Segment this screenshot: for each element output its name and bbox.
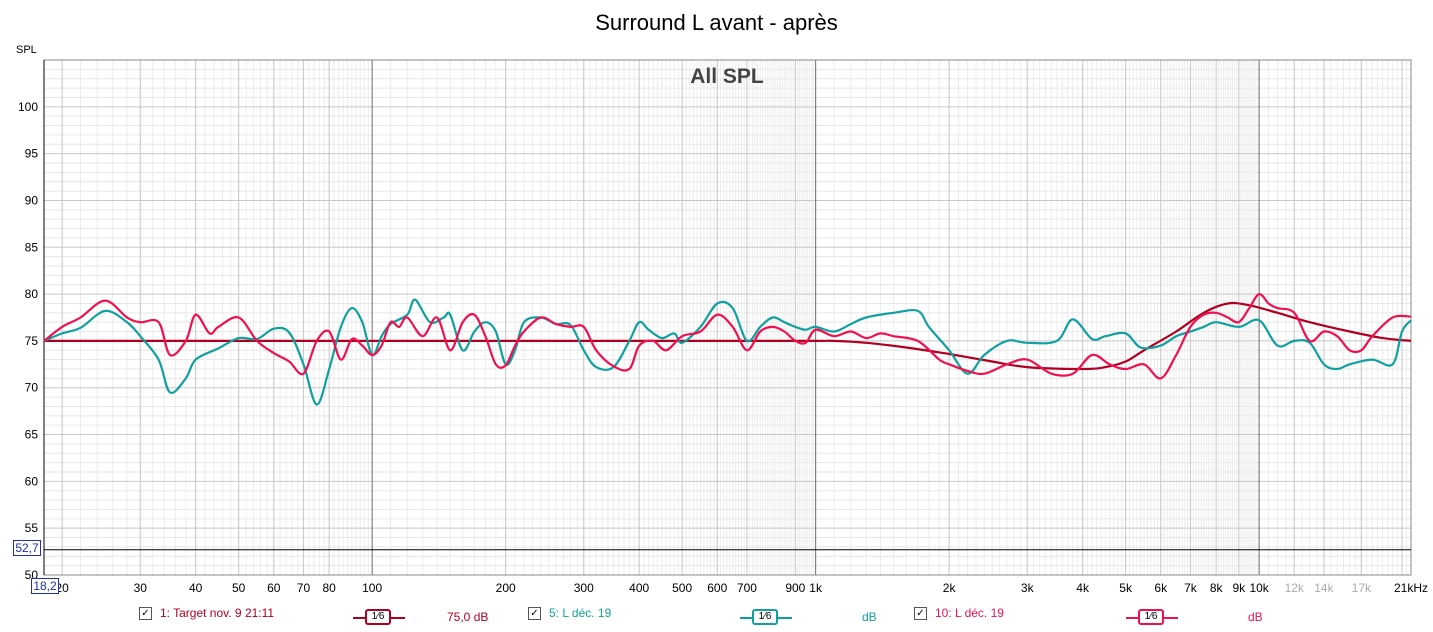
x-tick-label: 500 [672,581,692,595]
legend-item-l-dec-19-a[interactable]: ✓ 5: L déc. 19 [528,606,611,620]
y-tick-label: 80 [25,287,39,301]
series-layer [43,292,1412,406]
x-tick-label: 30 [134,581,148,595]
grid-major [44,60,1411,576]
legend-checkbox[interactable]: ✓ [914,606,927,620]
legend-checkbox[interactable]: ✓ [139,606,152,620]
smoothing-label: 1⁄6 [1138,609,1164,625]
legend-checkbox[interactable]: ✓ [528,606,541,620]
grid-minor [44,60,1412,575]
x-tick-label: 10k [1249,581,1269,595]
x-tick-label: 40 [189,581,203,595]
x-tick-label: 6k [1154,581,1168,595]
x-tick-label: 1k [809,581,823,595]
x-tick-label: 100 [362,581,382,595]
y-tick-label: 55 [25,521,39,535]
x-tick-label: 12k [1285,581,1305,595]
y-tick-label: 60 [25,474,39,488]
x-cursor-readout: 18,2 [31,578,59,594]
x-tick-label: 50 [232,581,246,595]
plot-annotation: All SPL [690,65,764,88]
y-tick-label: 75 [25,334,39,348]
x-tick-label: 400 [629,581,649,595]
legend-label: 5: L déc. 19 [549,606,612,620]
x-tick-label: 7k [1184,581,1198,595]
x-tick-label: 17k [1352,581,1372,595]
series-line-1 [43,298,1412,406]
legend-label: 10: L déc. 19 [935,606,1004,620]
chart-title: Surround L avant - après [595,10,838,35]
series-line-0 [44,301,1412,371]
x-tick-label: 9k [1233,581,1247,595]
x-tick-label: 8k [1210,581,1224,595]
y-cursor-readout: 52,7 [13,540,41,556]
x-tick-label: 600 [707,581,727,595]
x-tick-label: 80 [322,581,336,595]
x-axis-ticks: 20 30 40 50 60 70 80 100 200 300 400 500 600 700 900 1k… [55,581,1428,595]
legend-value: dB [862,610,877,624]
y-tick-label: 90 [25,193,39,207]
smoothing-control-l-dec-19-a[interactable]: 1⁄6 [740,609,792,625]
x-tick-label: 4k [1076,581,1090,595]
x-tick-label: 2k [943,581,957,595]
legend-item-l-dec-19-b[interactable]: ✓ 10: L déc. 19 [914,606,1004,620]
y-tick-label: 100 [18,100,38,114]
x-tick-label: 60 [267,581,281,595]
smoothing-label: 1⁄6 [752,609,778,625]
x-tick-label: 21kHz [1394,581,1428,595]
series-line-2 [43,292,1412,380]
x-tick-label: 14k [1314,581,1334,595]
y-tick-label: 95 [25,147,39,161]
x-tick-label: 300 [574,581,594,595]
x-tick-label: 5k [1119,581,1133,595]
legend-label: 1: Target nov. 9 21:11 [160,606,275,620]
y-tick-label: 70 [25,381,39,395]
legend-value: dB [1248,610,1263,624]
x-tick-label: 700 [737,581,757,595]
y-axis-label: SPL [16,44,37,56]
smoothing-control-target[interactable]: 1⁄6 [353,609,405,625]
smoothing-control-l-dec-19-b[interactable]: 1⁄6 [1126,609,1178,625]
x-tick-label: 900 [785,581,805,595]
legend-item-target[interactable]: ✓ 1: Target nov. 9 21:11 [139,606,274,620]
x-tick-label: 3k [1021,581,1035,595]
y-tick-label: 65 [25,428,39,442]
legend-value: 75,0 dB [447,610,489,624]
smoothing-label: 1⁄6 [365,609,391,625]
y-tick-label: 85 [25,240,39,254]
x-tick-label: 200 [496,581,516,595]
x-tick-label: 70 [297,581,311,595]
